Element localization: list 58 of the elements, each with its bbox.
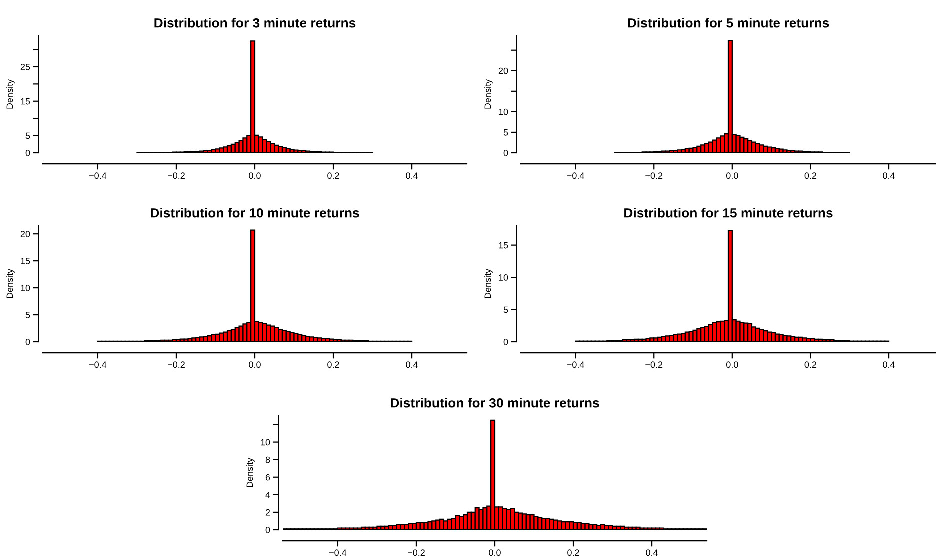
x-tick-label: 0.4 [406,362,418,368]
x-tick-label: −0.4 [90,172,107,180]
chart-title: Distribution for 10 minute returns [151,208,360,218]
x-tick-label: −0.4 [330,550,347,556]
x-tick-label: −0.2 [646,362,663,368]
y-tick-label: 6 [266,474,270,481]
x-tick-label: −0.2 [408,550,425,556]
y-tick-label: 0 [504,150,508,156]
y-tick-label: 5 [26,312,30,318]
x-tick-label: 0.4 [646,550,658,556]
x-tick-label: 0.2 [804,172,817,180]
y-tick-label: 20 [20,231,30,238]
y-tick-label: 0 [26,338,30,346]
y-tick-label: 10 [499,274,508,281]
x-tick-label: −0.2 [646,172,663,180]
y-tick-label: 2 [266,509,270,516]
x-tick-label: 0.2 [804,362,817,368]
y-tick-label: 0 [26,150,30,156]
y-tick-label: 10 [21,285,30,292]
y-axis-title: Density [246,458,255,488]
x-tick-label: 0.0 [489,550,501,556]
y-axis-title: Density [484,268,493,298]
y-tick-label: 4 [266,492,270,498]
y-tick-label: 15 [21,98,30,105]
x-tick-label: −0.4 [90,362,107,368]
y-tick-label: 15 [499,242,508,249]
x-tick-label: −0.2 [168,362,185,368]
x-tick-label: 0.2 [328,362,340,368]
chart-title: Distribution for 30 minute returns [391,398,600,408]
x-tick-label: 0.4 [883,172,896,180]
y-tick-label: 5 [504,306,508,314]
x-tick-label: 0.0 [726,172,738,180]
y-axis-title: Density [484,79,493,109]
y-tick-label: 0 [504,338,508,346]
y-tick-label: 25 [20,64,30,70]
x-tick-label: −0.4 [567,362,584,368]
x-tick-label: 0.4 [883,362,896,368]
y-tick-label: 0 [266,526,270,534]
x-tick-label: 0.0 [726,362,738,368]
chart-title: Distribution for 5 minute returns [628,18,830,28]
y-tick-label: 5 [26,132,30,140]
x-tick-label: −0.2 [168,172,185,180]
y-tick-label: 10 [261,439,270,446]
x-tick-label: 0.2 [568,550,580,556]
x-tick-label: −0.4 [567,172,584,180]
chart-title: Distribution for 15 minute returns [624,208,833,218]
y-tick-label: 5 [504,130,508,136]
x-tick-label: 0.4 [406,172,418,180]
y-tick-label: 10 [499,108,508,116]
x-tick-label: 0.0 [249,362,261,368]
y-axis-title: Density [6,79,15,109]
y-tick-label: 8 [266,456,270,464]
chart-title: Distribution for 3 minute returns [154,18,356,28]
y-tick-label: 15 [21,258,30,264]
x-tick-label: 0.0 [249,172,261,180]
y-axis-title: Density [6,268,15,298]
y-tick-label: 20 [498,68,508,74]
x-tick-label: 0.2 [328,172,340,180]
